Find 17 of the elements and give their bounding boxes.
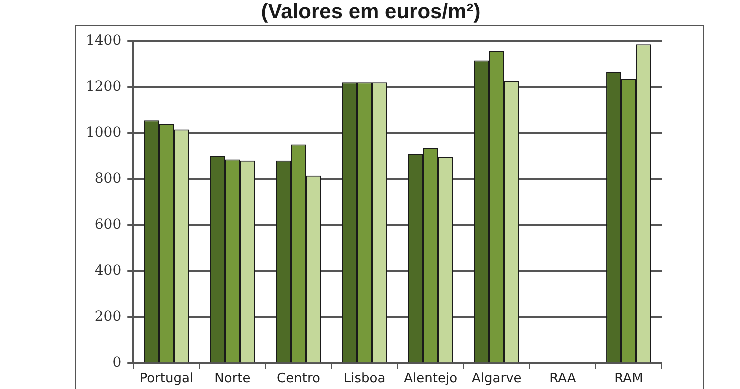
x-tick-label: Norte (214, 372, 251, 387)
y-tick-label: 200 (94, 309, 122, 326)
y-tick-label: 1000 (86, 124, 122, 141)
y-tick-label: 0 (112, 355, 122, 372)
y-tick-label: 800 (94, 170, 122, 187)
y-tick-label: 400 (94, 262, 122, 279)
x-tick-label: Lisboa (344, 372, 386, 387)
x-tick-label: RAA (550, 372, 576, 387)
y-tick-label: 600 (94, 216, 122, 233)
x-tick-label: Centro (277, 372, 320, 387)
y-tick-label: 1400 (86, 32, 122, 49)
chart-title: (Valores em euros/m²) (261, 0, 481, 24)
x-tick-label: RAM (614, 372, 644, 387)
x-tick-label: Algarve (472, 372, 522, 387)
y-tick-label: 1200 (86, 78, 122, 95)
x-tick-label: Portugal (140, 372, 194, 387)
x-tick-label: Alentejo (404, 372, 458, 387)
